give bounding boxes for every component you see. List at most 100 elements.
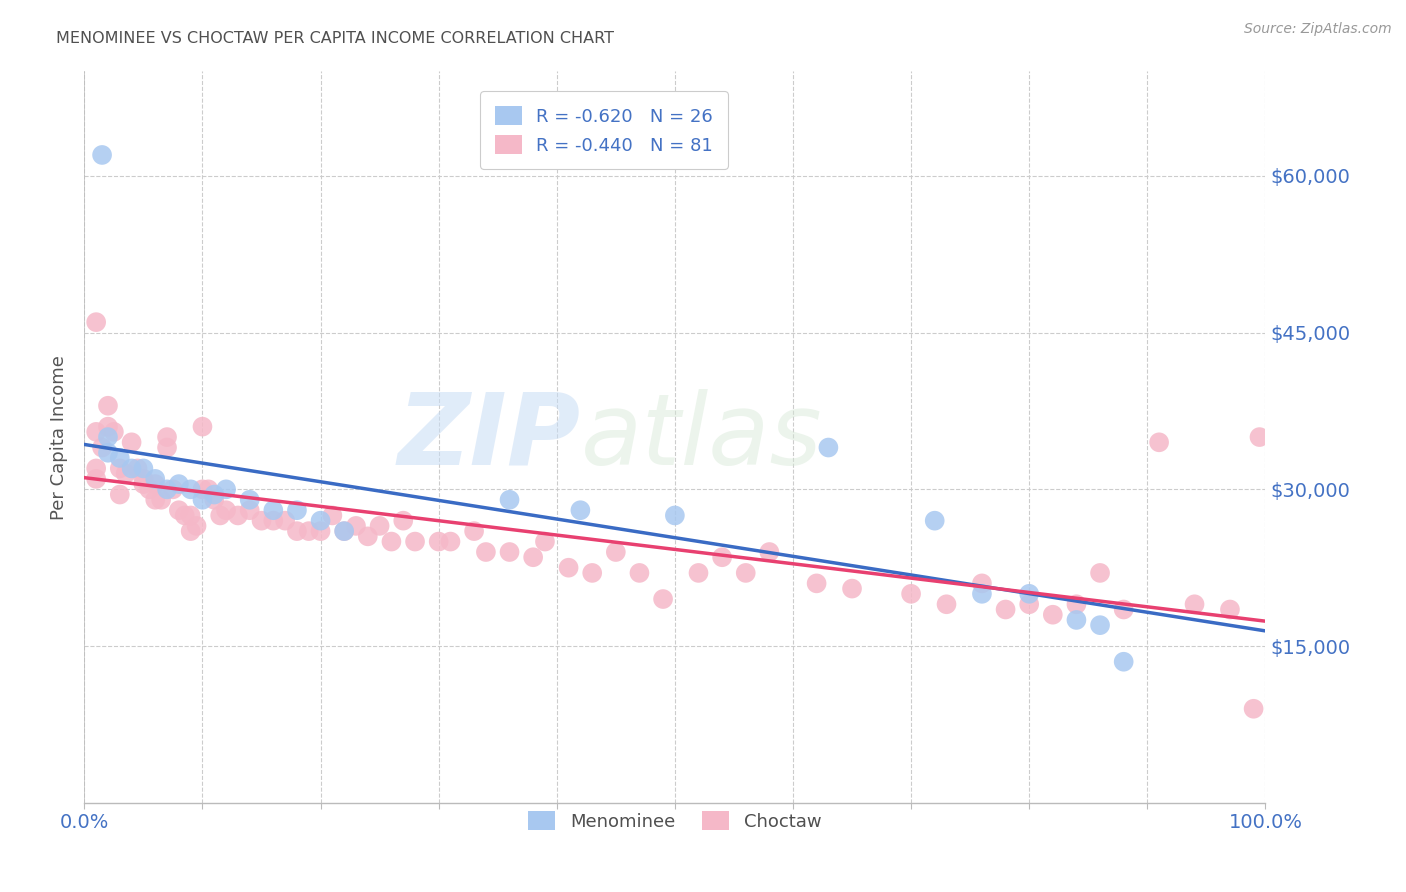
Point [581, 566, 603, 580]
Point [285, 524, 308, 538]
Point [202, 487, 225, 501]
Point [1042, 607, 1064, 622]
Point [262, 514, 284, 528]
Point [84, 461, 107, 475]
Point [652, 592, 675, 607]
Point [1088, 566, 1111, 580]
Point [841, 582, 863, 596]
Point [380, 534, 402, 549]
Point [664, 508, 686, 523]
Point [309, 514, 332, 528]
Point [132, 472, 155, 486]
Point [357, 529, 380, 543]
Point [1018, 597, 1040, 611]
Point [143, 492, 166, 507]
Point [970, 576, 993, 591]
Point [197, 483, 219, 497]
Legend: Menominee, Choctaw: Menominee, Choctaw [515, 797, 835, 845]
Point [262, 503, 284, 517]
Point [1184, 597, 1206, 611]
Point [84, 425, 107, 439]
Point [108, 461, 131, 475]
Point [333, 524, 356, 538]
Point [84, 315, 107, 329]
Point [180, 508, 202, 523]
Point [191, 419, 214, 434]
Point [202, 492, 225, 507]
Point [114, 467, 136, 481]
Point [132, 461, 155, 475]
Point [344, 519, 367, 533]
Point [368, 519, 391, 533]
Point [439, 534, 461, 549]
Point [711, 550, 734, 565]
Point [127, 461, 149, 475]
Point [475, 545, 498, 559]
Point [250, 514, 273, 528]
Point [817, 441, 839, 455]
Point [463, 524, 485, 538]
Point [150, 492, 173, 507]
Point [734, 566, 756, 580]
Point [298, 524, 321, 538]
Text: atlas: atlas [581, 389, 823, 485]
Point [156, 430, 179, 444]
Point [970, 587, 993, 601]
Point [97, 419, 120, 434]
Point [994, 602, 1017, 616]
Point [91, 441, 114, 455]
Point [167, 503, 190, 517]
Point [97, 430, 120, 444]
Point [97, 399, 120, 413]
Point [84, 472, 107, 486]
Point [1249, 430, 1271, 444]
Point [1243, 702, 1265, 716]
Point [404, 534, 426, 549]
Point [285, 503, 308, 517]
Point [173, 508, 195, 523]
Point [143, 472, 166, 486]
Point [806, 576, 828, 591]
Point [534, 534, 557, 549]
Point [138, 483, 160, 497]
Point [427, 534, 450, 549]
Point [239, 503, 262, 517]
Point [180, 483, 202, 497]
Point [209, 508, 232, 523]
Point [274, 514, 297, 528]
Text: Source: ZipAtlas.com: Source: ZipAtlas.com [1244, 22, 1392, 37]
Point [1088, 618, 1111, 632]
Point [121, 435, 143, 450]
Point [215, 483, 238, 497]
Point [935, 597, 957, 611]
Point [498, 545, 520, 559]
Point [333, 524, 356, 538]
Point [557, 560, 579, 574]
Point [191, 492, 214, 507]
Point [167, 477, 190, 491]
Point [392, 514, 415, 528]
Point [1066, 597, 1088, 611]
Point [758, 545, 780, 559]
Point [605, 545, 627, 559]
Point [180, 524, 202, 538]
Point [186, 519, 208, 533]
Point [498, 492, 520, 507]
Y-axis label: Per Capita Income: Per Capita Income [51, 355, 69, 519]
Point [91, 148, 114, 162]
Point [1219, 602, 1241, 616]
Point [121, 461, 143, 475]
Point [1147, 435, 1170, 450]
Point [900, 587, 922, 601]
Point [1112, 655, 1135, 669]
Point [226, 508, 249, 523]
Point [156, 441, 179, 455]
Point [522, 550, 544, 565]
Point [569, 503, 592, 517]
Point [156, 483, 179, 497]
Point [108, 450, 131, 465]
Point [162, 483, 184, 497]
Point [191, 483, 214, 497]
Point [239, 492, 262, 507]
Point [1066, 613, 1088, 627]
